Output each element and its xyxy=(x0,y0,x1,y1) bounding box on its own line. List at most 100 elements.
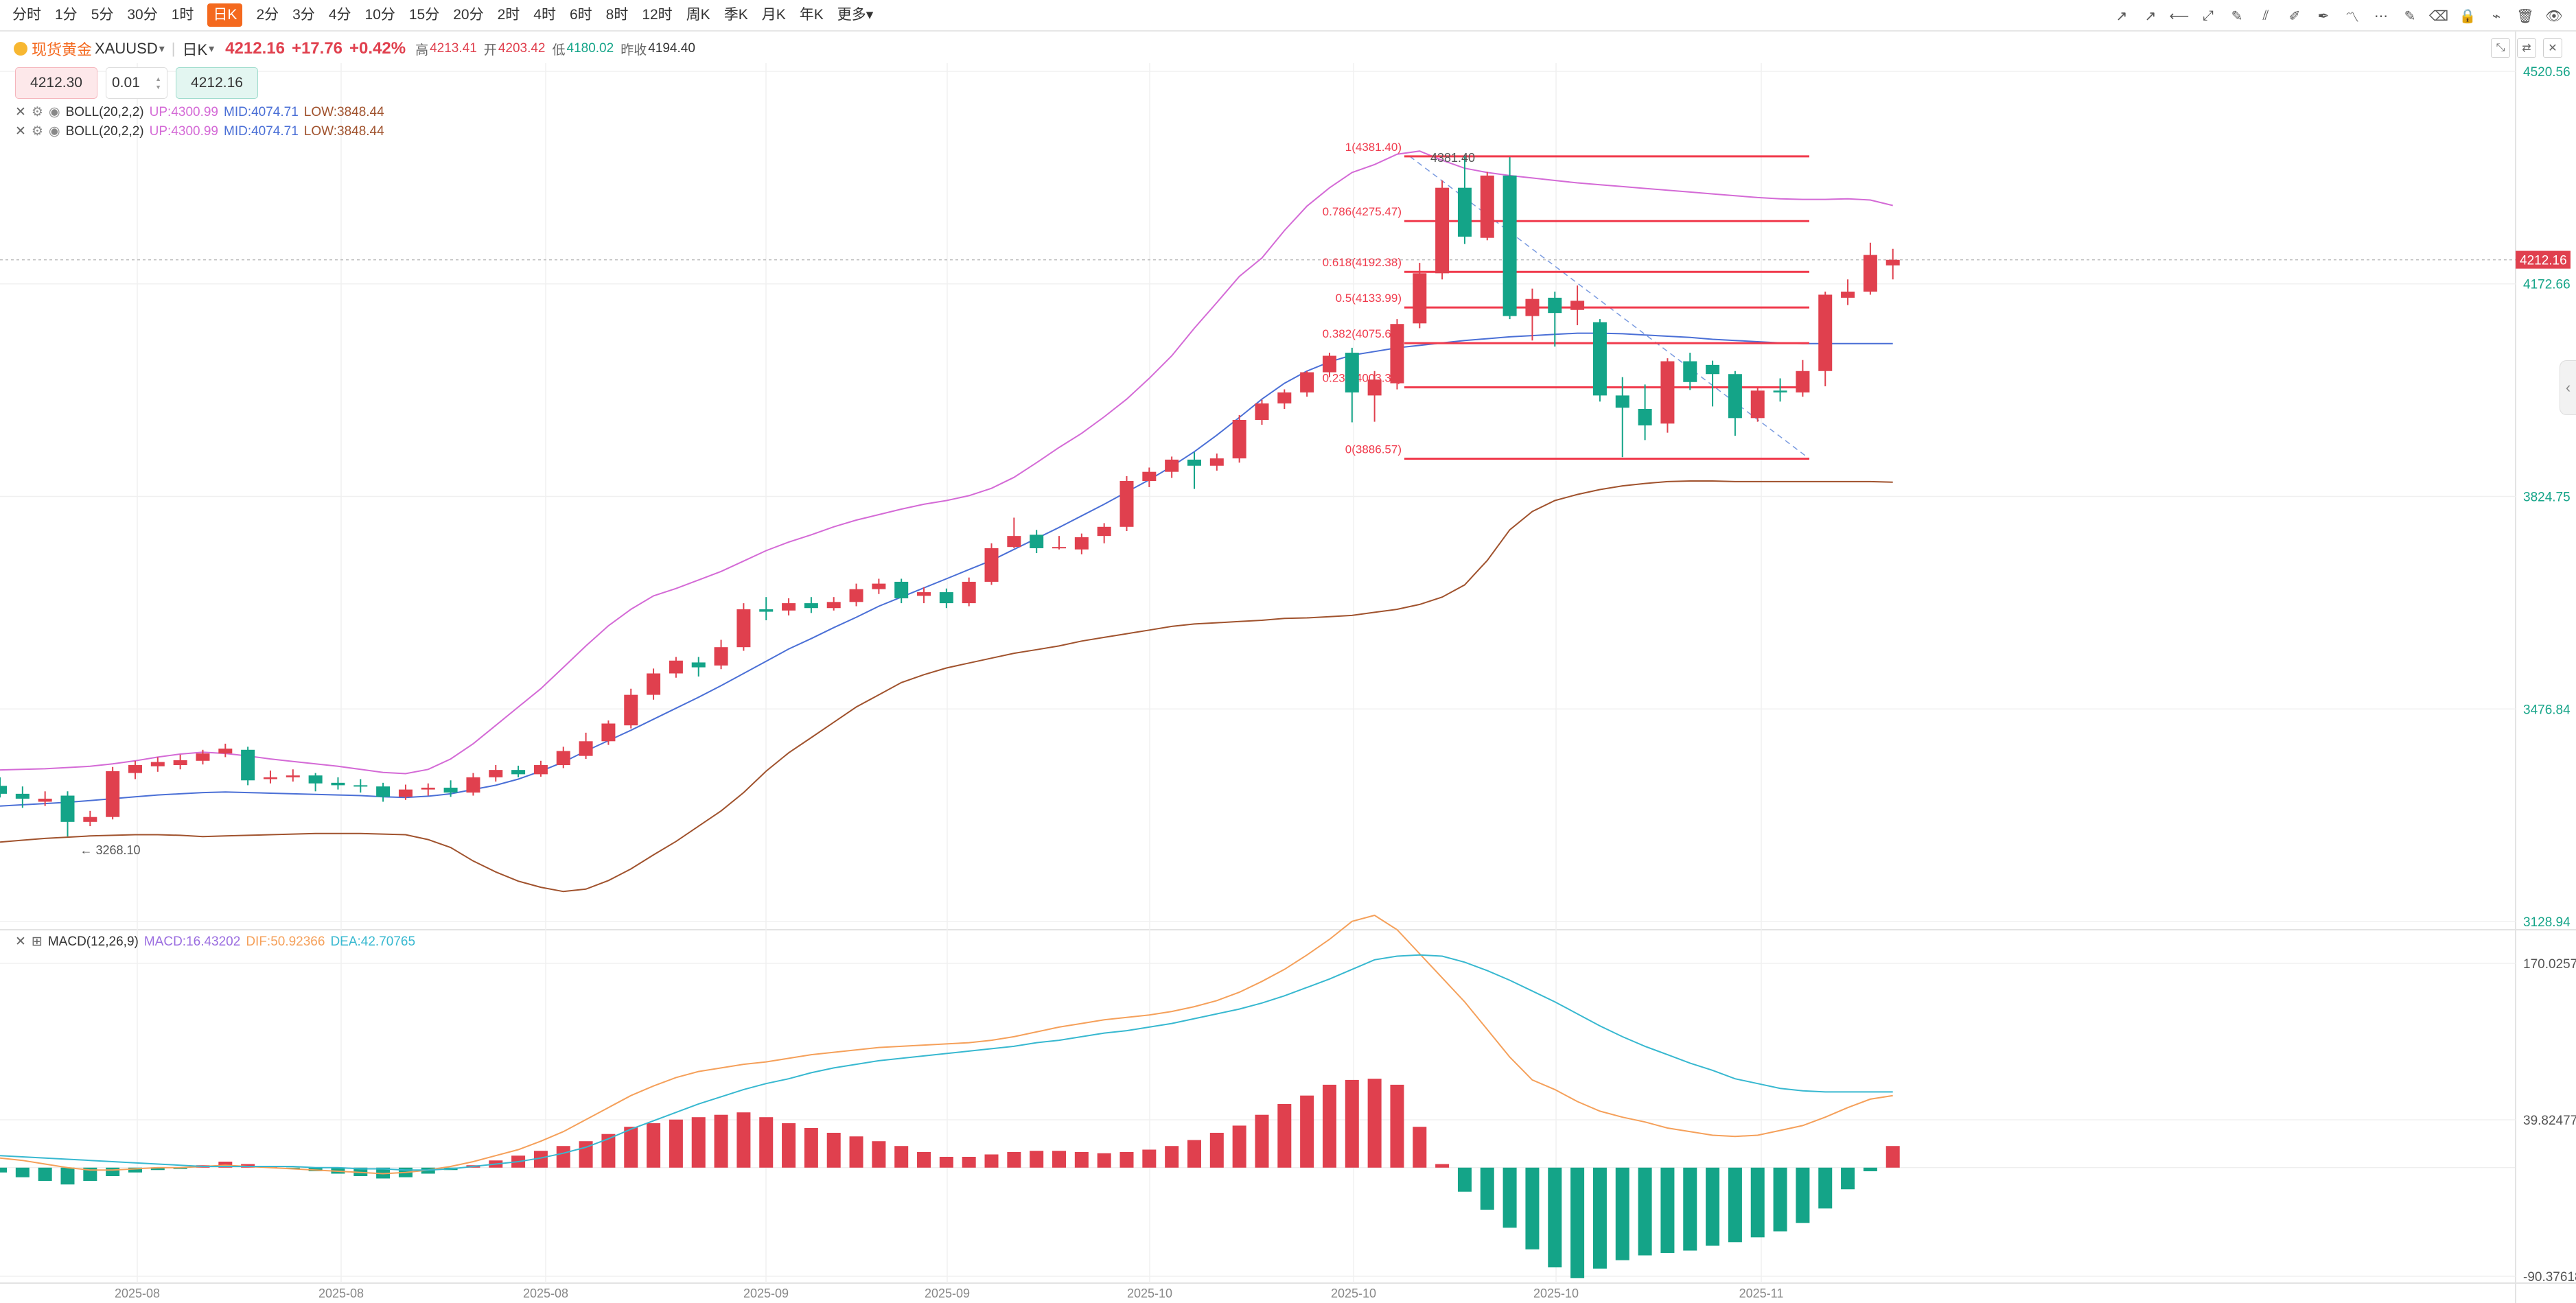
timeframe-5[interactable]: 日K xyxy=(207,3,243,27)
candle-body xyxy=(376,786,391,797)
macd-bar xyxy=(1074,1151,1089,1168)
timeframe-16[interactable]: 12时 xyxy=(642,7,673,23)
visibility-icon[interactable]: ◉ xyxy=(48,105,60,119)
candle-body xyxy=(1390,324,1404,384)
candle-body xyxy=(669,660,683,674)
timeframe-18[interactable]: 季K xyxy=(723,7,748,23)
timeframe-6[interactable]: 2分 xyxy=(256,7,279,23)
period-select[interactable]: 日K xyxy=(182,41,208,58)
timeframe-17[interactable]: 周K xyxy=(686,7,710,23)
candle-body xyxy=(1525,298,1540,316)
collapse-panel-icon[interactable]: ‹ xyxy=(2560,360,2576,415)
macd-bar xyxy=(128,1167,142,1173)
candle-body xyxy=(398,789,413,797)
timeframe-2[interactable]: 5分 xyxy=(91,7,114,23)
timeframe-0[interactable]: 分时 xyxy=(12,7,41,23)
fib-level-label: 1(4381.40) xyxy=(1345,141,1402,154)
timeframe-10[interactable]: 15分 xyxy=(408,7,440,23)
timeframe-8[interactable]: 4分 xyxy=(328,7,351,23)
timeframe-7[interactable]: 3分 xyxy=(292,7,315,23)
timeframe-1[interactable]: 1分 xyxy=(55,7,78,23)
price-tick-label: 3476.84 xyxy=(2523,703,2571,717)
candle-body xyxy=(1345,353,1359,392)
trend-line-icon[interactable]: ↗ xyxy=(2115,8,2128,24)
timeframe-20[interactable]: 年K xyxy=(799,7,824,23)
instrument-symbol[interactable]: XAUUSD xyxy=(95,40,158,57)
macd-bar xyxy=(1683,1167,1697,1251)
candle-body xyxy=(263,777,277,779)
macd-bar xyxy=(804,1127,818,1168)
macd-legend: ✕ ⊞ MACD(12,26,9) MACD:16.43202 DIF:50.9… xyxy=(15,934,415,950)
x-tick-label: 2025-09 xyxy=(925,1287,970,1300)
decrement-icon[interactable]: ▼ xyxy=(155,84,161,91)
channel-icon[interactable]: ⫽ xyxy=(2262,8,2269,23)
timeframe-4[interactable]: 1时 xyxy=(171,7,194,23)
candle-body xyxy=(714,647,728,666)
candle-body xyxy=(1502,175,1517,316)
quantity-stepper[interactable]: 0.01 ▲ ▼ xyxy=(106,67,167,99)
macd-bar xyxy=(1796,1167,1810,1223)
timeframe-14[interactable]: 6时 xyxy=(569,7,592,23)
macd-tick-label: 170.02572 xyxy=(2523,957,2576,972)
close-icon[interactable]: ✕ xyxy=(2543,38,2562,58)
macd-bar xyxy=(1052,1151,1067,1168)
lock-icon[interactable]: 🔒 xyxy=(2459,8,2476,24)
magnet-icon[interactable]: ⌁ xyxy=(2492,8,2501,24)
eye-icon[interactable]: 👁 xyxy=(2545,8,2563,24)
macd-bar xyxy=(894,1146,909,1168)
timeframe-9[interactable]: 10分 xyxy=(364,7,395,23)
visibility-icon[interactable]: ◉ xyxy=(48,124,60,139)
timeframe-13[interactable]: 4时 xyxy=(533,7,556,23)
more-dots-icon[interactable]: ⋯ xyxy=(2374,8,2388,24)
candle-body xyxy=(647,673,661,695)
macd-bar xyxy=(533,1151,548,1168)
pen-icon[interactable]: ✎ xyxy=(2231,8,2243,24)
macd-bar xyxy=(1818,1167,1833,1209)
expand-icon[interactable]: ⊞ xyxy=(31,935,43,949)
quick-order-panel: 4212.30 0.01 ▲ ▼ 4212.16 xyxy=(15,67,258,99)
timeframe-11[interactable]: 20分 xyxy=(453,7,484,23)
candle-body xyxy=(1750,390,1765,419)
close-icon[interactable]: ✕ xyxy=(15,935,26,949)
chevron-down-icon[interactable]: ▾ xyxy=(209,43,215,55)
indicator-icon[interactable]: 〽 xyxy=(2345,10,2359,25)
stepper-arrows[interactable]: ▲ ▼ xyxy=(155,75,161,91)
instrument-name[interactable]: 现货黄金 xyxy=(32,41,93,58)
candle-body xyxy=(1615,395,1629,408)
fib-icon[interactable]: ⤢ xyxy=(2203,8,2214,23)
eraser-icon[interactable]: ⌫ xyxy=(2428,8,2449,24)
timeframe-12[interactable]: 2时 xyxy=(497,7,520,23)
candle-body xyxy=(83,817,97,822)
fib-level-label: 0.5(4133.99) xyxy=(1336,292,1402,305)
chevron-down-icon[interactable]: ▾ xyxy=(159,43,165,55)
candle-body xyxy=(579,741,593,756)
brush-icon[interactable]: ✐ xyxy=(2288,8,2301,24)
close-icon[interactable]: ✕ xyxy=(15,105,26,119)
macd-bar xyxy=(556,1146,570,1168)
macd-bar xyxy=(849,1136,863,1168)
settings-icon[interactable]: ⚙ xyxy=(31,124,43,139)
sell-price-button[interactable]: 4212.30 xyxy=(15,67,97,99)
increment-icon[interactable]: ▲ xyxy=(155,75,161,82)
ray-icon[interactable]: ↗ xyxy=(2144,8,2157,24)
compare-icon[interactable]: ⇄ xyxy=(2517,38,2536,58)
trash-icon[interactable]: 🗑 xyxy=(2516,8,2534,24)
timeframe-3[interactable]: 30分 xyxy=(127,7,158,23)
horizontal-line-icon[interactable]: ⟵ xyxy=(2169,8,2190,24)
buy-price-button[interactable]: 4212.16 xyxy=(176,67,258,99)
timeframe-21[interactable]: 更多▾ xyxy=(837,7,874,23)
close-icon[interactable]: ✕ xyxy=(15,124,26,139)
timeframe-19[interactable]: 月K xyxy=(761,7,786,23)
candle-body xyxy=(1570,301,1585,310)
timeframe-15[interactable]: 8时 xyxy=(605,7,629,23)
timeframe-toolbar: 分时 1分 5分 30分 1时 日K 2分 3分 4分 10分 15分 20分 2时 4时 6时 8时 12时周… xyxy=(0,0,2576,32)
text-icon[interactable]: ✒ xyxy=(2317,8,2330,24)
quantity-input[interactable]: 0.01 xyxy=(112,75,140,91)
candle-body xyxy=(196,753,210,761)
settings-icon[interactable]: ⚙ xyxy=(31,105,43,119)
candle-body xyxy=(624,694,638,726)
screenshot-icon[interactable]: ⤡ xyxy=(2491,38,2510,58)
macd-bar xyxy=(1345,1079,1359,1168)
edit-icon[interactable]: ✎ xyxy=(2404,8,2416,24)
